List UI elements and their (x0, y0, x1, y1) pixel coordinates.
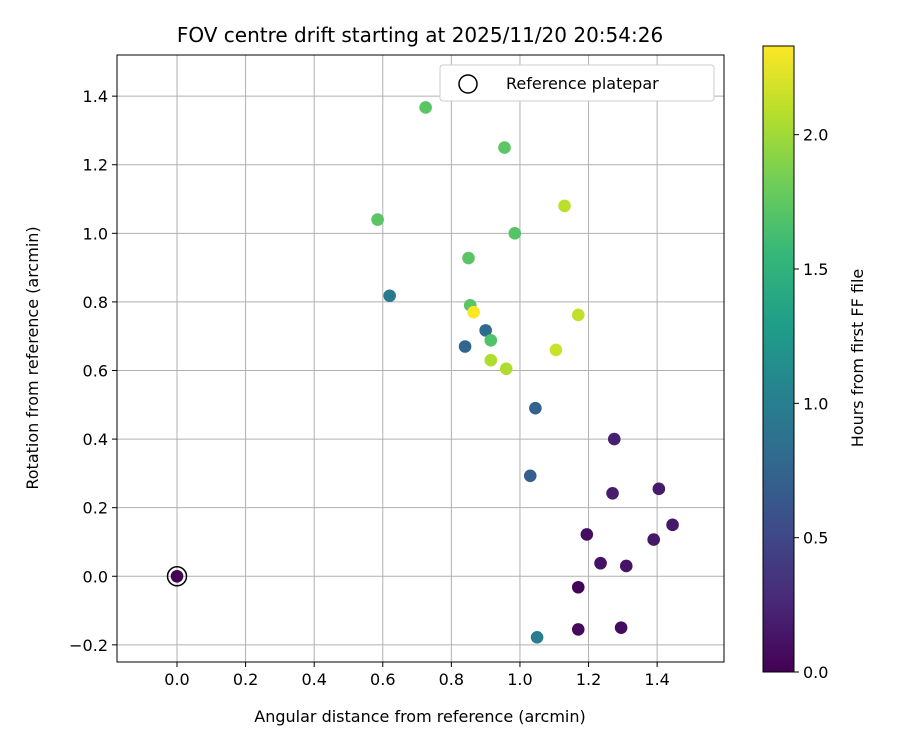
data-point (652, 482, 666, 496)
chart-title: FOV centre drift starting at 2025/11/20 … (177, 23, 663, 47)
data-point (606, 486, 619, 500)
data-point (467, 305, 480, 319)
legend-marker (458, 74, 478, 94)
data-point (523, 469, 537, 483)
y-tick-label: −0.2 (69, 636, 108, 655)
colorbar: 0.0 0.5 1.0 1.5 2.0 Hours from first FF file (762, 45, 867, 682)
data-point (508, 227, 522, 240)
colorbar-tick-label: 1.0 (803, 394, 828, 413)
data-point (499, 362, 513, 376)
data-point (647, 533, 660, 546)
x-tick-label: 0.4 (301, 670, 326, 689)
axes-frame (116, 54, 725, 663)
data-point (371, 213, 384, 226)
data-point (594, 556, 607, 570)
x-axis-ticks: 0.0 0.2 0.4 0.6 0.8 1.0 1.2 1.4 (164, 662, 670, 689)
plot-area: 0.0 0.2 0.4 0.6 0.8 1.0 1.2 1.4 −0.20.00.20.40.… (69, 54, 725, 689)
data-point (498, 141, 511, 154)
data-point (419, 101, 432, 114)
x-axis-label: Angular distance from reference (arcmin) (254, 707, 585, 726)
colorbar-tick-label: 1.5 (803, 260, 828, 279)
data-point (484, 334, 498, 347)
data-point (619, 559, 633, 573)
data-point (666, 518, 679, 532)
y-tick-label: 1.0 (83, 224, 108, 243)
data-point (607, 432, 621, 446)
legend-label: Reference platepar (506, 74, 659, 93)
y-axis-label: Rotation from reference (arcmin) (23, 226, 42, 489)
grid (117, 55, 724, 662)
reference-platepar-marker (166, 566, 188, 587)
data-point (614, 621, 628, 635)
data-point (462, 251, 475, 265)
data-point (549, 343, 563, 357)
data-point (530, 631, 544, 644)
data-point (484, 353, 498, 367)
x-tick-label: 0.2 (233, 670, 258, 689)
y-tick-label: 0.2 (83, 499, 108, 518)
data-point (558, 199, 571, 213)
colorbar-tick-label: 2.0 (803, 126, 828, 145)
y-tick-label: 0.0 (83, 567, 108, 586)
y-tick-label: 1.2 (83, 156, 108, 175)
reference-marker (166, 566, 188, 587)
data-point (580, 528, 594, 541)
data-point (383, 289, 396, 303)
x-tick-label: 0.0 (164, 670, 189, 689)
y-tick-label: 0.8 (83, 293, 108, 312)
y-tick-label: 0.4 (83, 430, 108, 449)
x-tick-label: 0.8 (439, 670, 464, 689)
data-point (571, 623, 585, 636)
data-point (170, 569, 184, 583)
data-point (529, 401, 542, 415)
data-point (571, 580, 585, 594)
data-points (170, 101, 679, 644)
colorbar-label: Hours from first FF file (848, 269, 867, 448)
legend: Reference platepar (439, 64, 715, 102)
colorbar-gradient (762, 45, 795, 673)
y-tick-label: 0.6 (83, 362, 108, 381)
y-tick-label: 1.4 (83, 87, 108, 106)
x-tick-label: 1.2 (576, 670, 601, 689)
data-point (571, 308, 585, 322)
x-tick-label: 1.4 (644, 670, 669, 689)
colorbar-ticks: 0.0 0.5 1.0 1.5 2.0 (794, 126, 828, 682)
data-point (479, 324, 492, 337)
data-point (458, 340, 472, 353)
y-axis-ticks: −0.2 0.0 0.2 0.4 0.6 0.8 1.0 1.2 1.4 (69, 87, 117, 655)
x-tick-label: 1.0 (507, 670, 532, 689)
x-tick-label: 0.6 (370, 670, 395, 689)
colorbar-tick-label: 0.0 (803, 663, 828, 682)
legend-box (439, 64, 715, 102)
colorbar-tick-label: 0.5 (803, 529, 828, 548)
